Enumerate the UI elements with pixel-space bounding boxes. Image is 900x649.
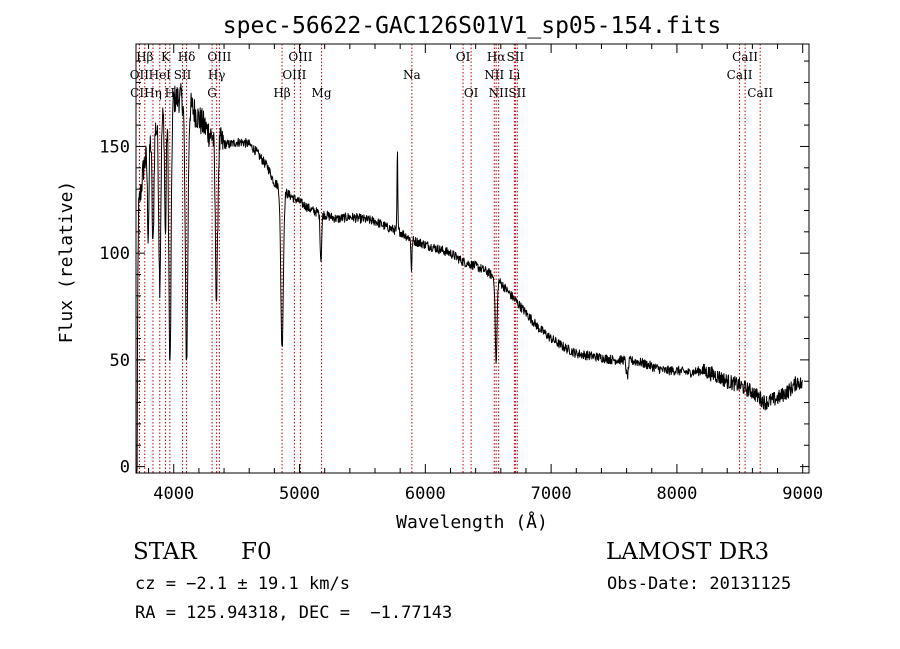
y-tick-label: 100: [99, 244, 130, 264]
emission-line-markers: [138, 44, 761, 473]
x-tick-label: 6000: [405, 484, 446, 504]
line-label: SII: [507, 50, 525, 64]
line-label: CaII: [747, 86, 773, 100]
plot-frame: [135, 43, 810, 474]
y-axis: 0 50 100 150: [99, 60, 809, 478]
line-label: Hα: [487, 50, 506, 64]
line-label: CaII: [732, 50, 758, 64]
line-label: OIII: [207, 50, 231, 64]
redshift-info: cz = −2.1 ± 19.1 km/s: [135, 574, 350, 594]
line-label: OIII: [282, 68, 306, 82]
x-tick-label: 7000: [531, 484, 572, 504]
line-label: NII: [489, 86, 509, 100]
line-label: OII: [130, 68, 150, 82]
line-label: CII: [130, 86, 149, 100]
line-label: H: [165, 86, 175, 100]
line-label: Mg: [312, 86, 332, 100]
line-label: OIII: [288, 50, 312, 64]
x-tick-label: 9000: [782, 484, 823, 504]
y-axis-label: Flux (relative): [56, 181, 77, 344]
y-tick-label: 50: [110, 351, 130, 371]
x-axis-label: Wavelength (Å): [396, 511, 548, 533]
y-tick-label: 0: [120, 458, 130, 478]
chart-title: spec-56622-GAC126S01V1_sp05-154.fits: [223, 13, 722, 39]
x-axis: 4000 5000 6000 7000 8000 9000: [148, 44, 823, 504]
line-label: Hβ: [136, 50, 153, 64]
line-label: OI: [464, 86, 479, 100]
line-label: NII: [484, 68, 504, 82]
line-label: Hη: [144, 86, 162, 100]
object-class: STAR: [133, 539, 197, 565]
line-label: SII: [174, 68, 192, 82]
line-label: Hβ: [273, 86, 290, 100]
x-tick-label: 4000: [153, 484, 194, 504]
line-label: CaII: [727, 68, 753, 82]
spectrum-trace: [135, 82, 803, 474]
x-tick-label: 5000: [279, 484, 320, 504]
line-label: OI: [456, 50, 471, 64]
obs-date-info: Obs-Date: 20131125: [607, 574, 792, 594]
line-label: Hγ: [208, 68, 226, 82]
spectral-subclass: F0: [241, 539, 272, 565]
x-tick-label: 8000: [656, 484, 697, 504]
line-label: Na: [403, 68, 421, 82]
line-label: HeI: [149, 68, 172, 82]
coordinates-info: RA = 125.94318, DEC = −1.77143: [135, 603, 453, 623]
line-label: Li: [508, 68, 520, 82]
line-label: K: [161, 50, 171, 64]
line-label: SII: [508, 86, 526, 100]
y-tick-label: 150: [99, 137, 130, 157]
survey-name: LAMOST DR3: [606, 539, 770, 565]
line-label: G: [207, 86, 217, 100]
line-label: Hδ: [178, 50, 196, 64]
